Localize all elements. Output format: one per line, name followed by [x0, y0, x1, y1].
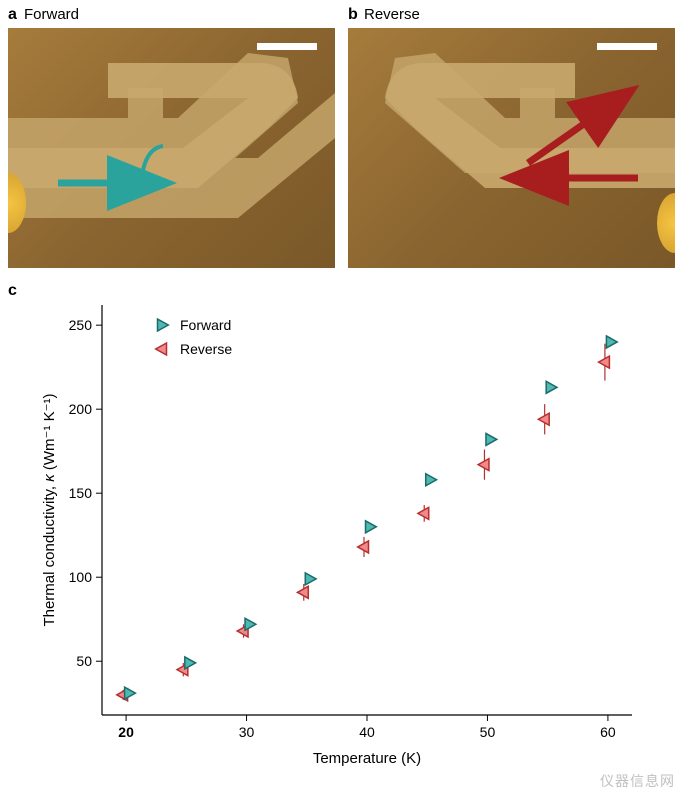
svg-text:50: 50 [480, 724, 496, 740]
svg-text:100: 100 [69, 569, 93, 585]
chart-container: 501001502002502030405060Temperature (K)T… [82, 300, 652, 740]
panel-a-microscopy [8, 28, 335, 268]
panel-a-label: a [8, 6, 17, 24]
svg-text:60: 60 [600, 724, 616, 740]
svg-text:20: 20 [118, 724, 134, 740]
svg-text:Thermal conductivity, κ (Wm⁻¹: Thermal conductivity, κ (Wm⁻¹ K⁻¹) [41, 393, 58, 626]
reverse-arrows [348, 28, 675, 268]
svg-text:30: 30 [239, 724, 255, 740]
svg-text:250: 250 [69, 317, 93, 333]
svg-text:50: 50 [76, 653, 92, 669]
panel-b-sublabel: Reverse [364, 6, 420, 23]
panel-b-label: b [348, 6, 358, 24]
svg-text:Temperature (K): Temperature (K) [313, 750, 421, 767]
scatter-chart: 50 100 150 200 250 20 30 40 50 60 Temperature (K) T… [32, 290, 652, 780]
svg-text:150: 150 [69, 485, 93, 501]
svg-text:200: 200 [69, 401, 93, 417]
panel-c-label: c [8, 282, 17, 300]
svg-text:Reverse: Reverse [180, 341, 232, 357]
svg-text:Forward: Forward [180, 317, 231, 333]
panel-a-sublabel: Forward [24, 6, 79, 23]
svg-text:40: 40 [359, 724, 375, 740]
panel-b-microscopy [348, 28, 675, 268]
forward-arrow [8, 28, 335, 268]
